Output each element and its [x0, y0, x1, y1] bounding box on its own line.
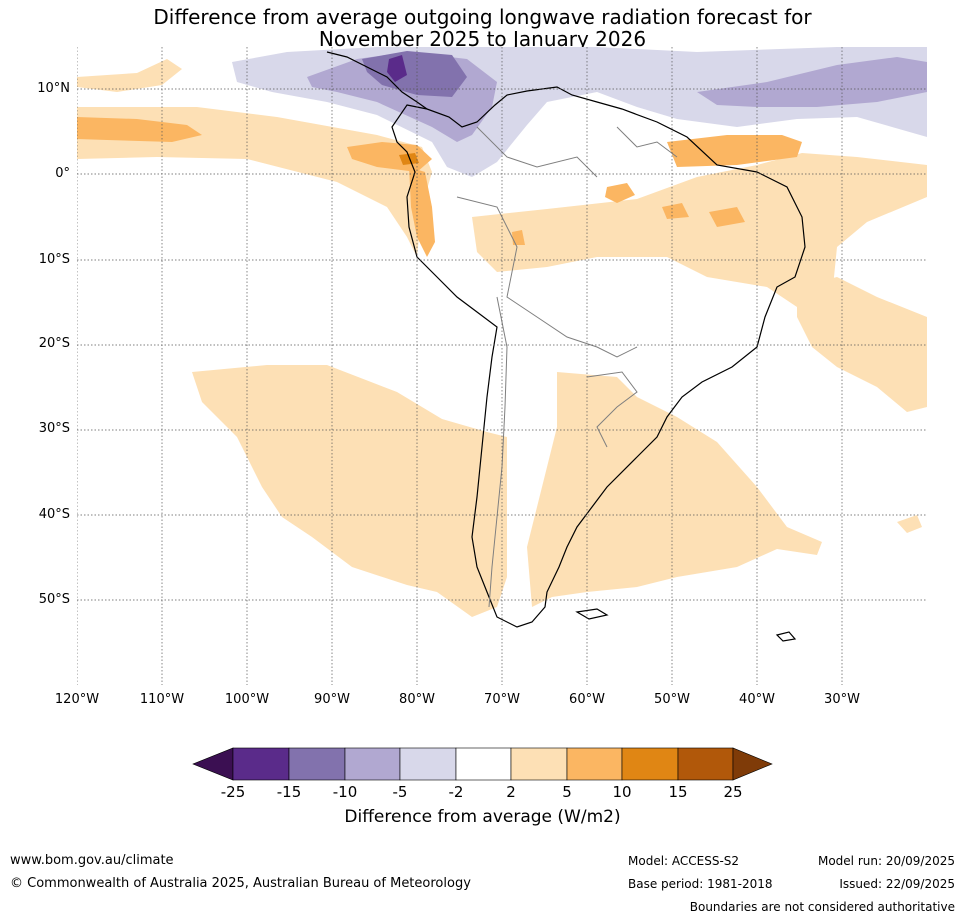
anomaly-purple-atlantic	[697, 57, 927, 107]
border-venezuela-colombia	[476, 126, 598, 178]
anomaly-light-orange-amazon	[472, 153, 927, 307]
lat-label-10n: 10°N	[37, 81, 70, 96]
anomaly-orange-pacific-east	[347, 142, 432, 172]
anomaly-orange-coast	[409, 167, 435, 257]
footer-issued: Issued: 22/09/2025	[839, 877, 955, 891]
coastlines	[326, 51, 806, 642]
colorbar-bin-9	[677, 747, 734, 781]
colorbar-bin-1	[232, 747, 290, 781]
anomaly-dark-orange-spot	[399, 153, 419, 165]
lon-label-70w: 70°W	[484, 692, 520, 707]
lon-label-100w: 100°W	[224, 692, 270, 707]
footer-disclaimer: Boundaries are not considered authoritat…	[689, 900, 955, 914]
anomaly-orange-pacific-west	[77, 117, 202, 142]
anomaly-light-orange-south-atlantic	[527, 372, 822, 607]
border-peru-brazil-bolivia	[456, 196, 638, 358]
south-america-coastline	[391, 86, 806, 628]
anomaly-fields	[77, 47, 927, 617]
anomaly-light-orange-north-strip	[77, 59, 182, 92]
colorbar-bin-4	[399, 747, 457, 781]
map-title-line1: Difference from average outgoing longwav…	[153, 5, 812, 29]
anomaly-light-orange-pacific-band	[77, 107, 432, 257]
falklands	[575, 608, 609, 620]
colorbar-tick-8: 10	[612, 783, 632, 801]
colorbar-bin-7	[566, 747, 623, 781]
border-guianas	[616, 126, 678, 158]
lat-label-20s: 20°S	[38, 336, 70, 351]
footer-copyright: © Commonwealth of Australia 2025, Austra…	[10, 876, 471, 891]
olr-anomaly-map	[77, 47, 927, 685]
colorbar-bin-5	[455, 747, 512, 781]
lon-label-50w: 50°W	[654, 692, 690, 707]
colorbar-bin-8	[621, 747, 679, 781]
colorbar-tick-6: 2	[506, 783, 516, 801]
lat-label-30s: 30°S	[38, 421, 70, 436]
anomaly-orange-nordeste	[512, 230, 525, 245]
colorbar-extend-low	[192, 747, 234, 781]
colorbar-tick-1: -25	[220, 783, 246, 801]
colorbar-tick-2: -15	[276, 783, 302, 801]
footer-model: Model: ACCESS-S2	[628, 854, 740, 868]
anomaly-orange-amazon-spot-3	[709, 207, 745, 227]
footer-website: www.bom.gov.au/climate	[10, 853, 174, 868]
colorbar-bin-6	[510, 747, 568, 781]
lat-label-10s: 10°S	[38, 252, 70, 267]
lon-label-120w: 120°W	[54, 692, 100, 707]
lon-label-80w: 80°W	[399, 692, 435, 707]
graticule	[77, 47, 927, 685]
footer-base-period: Base period: 1981-2018	[628, 877, 773, 891]
lon-label-110w: 110°W	[139, 692, 185, 707]
lat-label-40s: 40°S	[38, 507, 70, 522]
anomaly-light-orange-small-se	[897, 515, 922, 533]
anomaly-light-orange-atlantic-east	[797, 277, 927, 412]
colorbar-tick-4: -5	[392, 783, 408, 801]
colorbar-tick-7: 5	[562, 783, 572, 801]
anomaly-violet-central-america	[362, 51, 467, 97]
colorbar-tick-9: 15	[668, 783, 688, 801]
south-georgia	[775, 631, 797, 642]
colorbar-extend-high	[732, 747, 773, 781]
colorbar-bin-2	[288, 747, 346, 781]
anomaly-deep-violet-spot	[387, 55, 407, 82]
lat-label-0: 0°	[55, 166, 70, 181]
colorbar	[192, 747, 773, 781]
anomaly-orange-guiana	[667, 135, 802, 167]
colorbar-title: Difference from average (W/m2)	[344, 807, 621, 827]
anomaly-orange-amazon-spot-1	[605, 183, 635, 203]
colorbar-tick-3: -10	[332, 783, 358, 801]
anomaly-orange-amazon-spot-2	[662, 203, 689, 219]
lat-label-50s: 50°S	[38, 592, 70, 607]
anomaly-light-orange-south-pacific	[192, 365, 507, 617]
colorbar-bin-3	[344, 747, 401, 781]
lon-label-30w: 30°W	[824, 692, 860, 707]
footer-model-run: Model run: 20/09/2025	[817, 854, 955, 868]
lon-label-90w: 90°W	[314, 692, 350, 707]
lon-label-60w: 60°W	[569, 692, 605, 707]
colorbar-tick-10: 25	[723, 783, 743, 801]
central-america-coastline	[326, 51, 428, 110]
lon-label-40w: 40°W	[739, 692, 775, 707]
colorbar-tick-5: -2	[448, 783, 464, 801]
